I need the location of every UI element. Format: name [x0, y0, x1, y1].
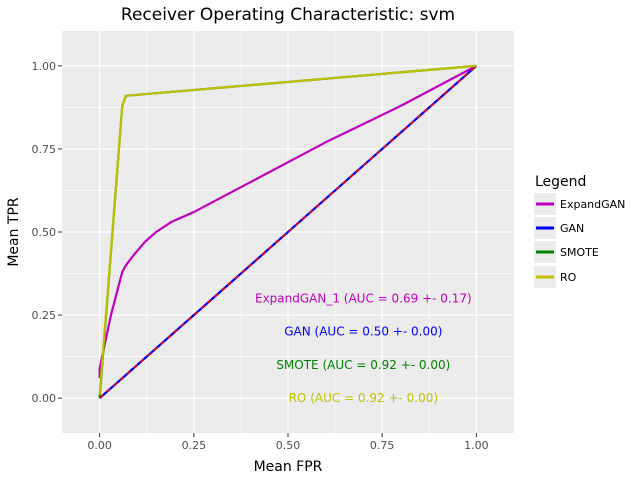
x-axis-ticks: 0.00 0.25 0.50 0.75 1.00 — [87, 433, 489, 452]
x-tick-label: 1.00 — [464, 439, 489, 452]
x-axis-title: Mean FPR — [254, 459, 323, 475]
series-line-ro — [98, 64, 477, 395]
legend-label-ro: RO — [560, 271, 577, 284]
auc-annotation-2: SMOTE (AUC = 0.92 +- 0.00) — [276, 358, 450, 372]
y-tick-label: 0.75 — [32, 143, 57, 156]
y-tick-label: 0.00 — [32, 392, 57, 405]
diagonal-reference-line — [99, 65, 477, 399]
legend-title: Legend — [535, 174, 586, 190]
y-axis-title: Mean TPR — [6, 197, 22, 267]
chart-title: Receiver Operating Characteristic: svm — [121, 5, 455, 25]
x-tick-label: 0.75 — [370, 439, 395, 452]
x-tick-label: 0.50 — [276, 439, 301, 452]
legend-label-smote: SMOTE — [560, 246, 599, 259]
legend-label-gan: GAN — [560, 222, 584, 235]
auc-annotations: ExpandGAN_1 (AUC = 0.69 +- 0.17) GAN (AUC… — [255, 291, 472, 405]
y-tick-label: 0.25 — [32, 309, 57, 322]
series-lines — [98, 64, 478, 399]
y-tick-label: 1.00 — [32, 60, 57, 73]
x-tick-label: 0.00 — [87, 439, 112, 452]
auc-annotation-0: ExpandGAN_1 (AUC = 0.69 +- 0.17) — [255, 291, 472, 305]
legend-label-expandgan: ExpandGAN — [560, 198, 625, 211]
auc-annotation-3: RO (AUC = 0.92 +- 0.00) — [289, 391, 438, 405]
series-line-expandgan — [98, 64, 477, 379]
x-tick-label: 0.25 — [182, 439, 207, 452]
y-axis-ticks: 0.00 0.25 0.50 0.75 1.00 — [32, 60, 62, 405]
y-tick-label: 0.50 — [32, 226, 57, 239]
auc-annotation-1: GAN (AUC = 0.50 +- 0.00) — [284, 325, 442, 339]
legend: Legend ExpandGAN GAN SMOTE RO — [534, 174, 625, 288]
